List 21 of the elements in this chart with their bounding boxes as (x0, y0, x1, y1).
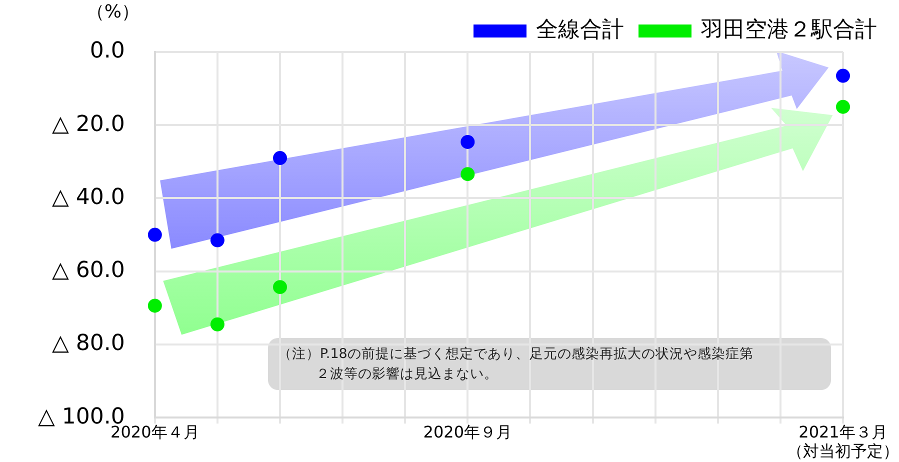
x-tick-label: 2021年３月（対当初予定） (787, 422, 899, 461)
point (460, 134, 475, 149)
y-tick-label: △ 80.0 (52, 331, 125, 356)
point (836, 100, 850, 114)
y-tick-label: 0.0 (90, 38, 125, 64)
point (273, 151, 288, 166)
point (460, 167, 475, 182)
y-tick-label: △ 60.0 (52, 258, 125, 284)
legend-label: 全線合計 (536, 18, 624, 43)
point (273, 280, 288, 294)
annotation: （注）P.18の前提に基づく想定であり、足元の感染再拡大の状況や感染症第２波等の影響は見込まない。 (278, 344, 754, 384)
y-axis-title: （%） (86, 2, 140, 23)
point (210, 233, 224, 248)
x-tick-label: 2020年９月 (423, 422, 512, 442)
legend-label: 羽田空港２駅合計 (700, 18, 877, 43)
point (210, 317, 224, 332)
point (836, 68, 850, 83)
y-tick-label: △ 20.0 (52, 112, 125, 137)
point (148, 298, 162, 313)
point (148, 228, 162, 242)
y-tick-label: △ 40.0 (52, 184, 125, 210)
